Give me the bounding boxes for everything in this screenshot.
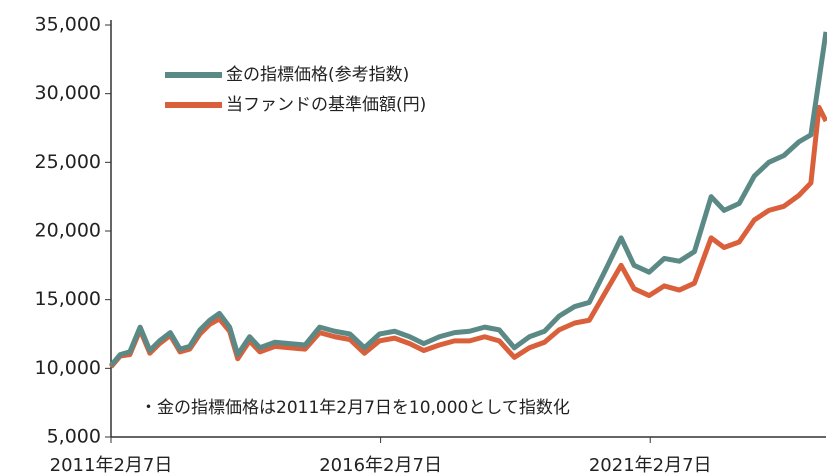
legend-label: 当ファンドの基準価額(円) [226,95,426,115]
y-tick-label: 30,000 [35,82,101,104]
x-tick-label: 2021年2月7日 [589,455,712,476]
y-tick-label: 25,000 [35,151,101,173]
x-tick-label: 2011年2月7日 [50,455,173,476]
y-tick-label: 5,000 [47,426,101,448]
y-tick-label: 10,000 [35,357,101,379]
legend-label: 金の指標価格(参考指数) [226,65,409,85]
series-line [109,31,827,368]
x-tick-label: 2016年2月7日 [319,455,442,476]
y-tick-label: 15,000 [35,288,101,310]
y-tick-label: 20,000 [35,220,101,242]
annotation: ・金の指標価格は2011年2月7日を10,000として指数化 [140,398,570,418]
y-tick-label: 35,000 [35,14,101,36]
series-line [109,104,827,369]
